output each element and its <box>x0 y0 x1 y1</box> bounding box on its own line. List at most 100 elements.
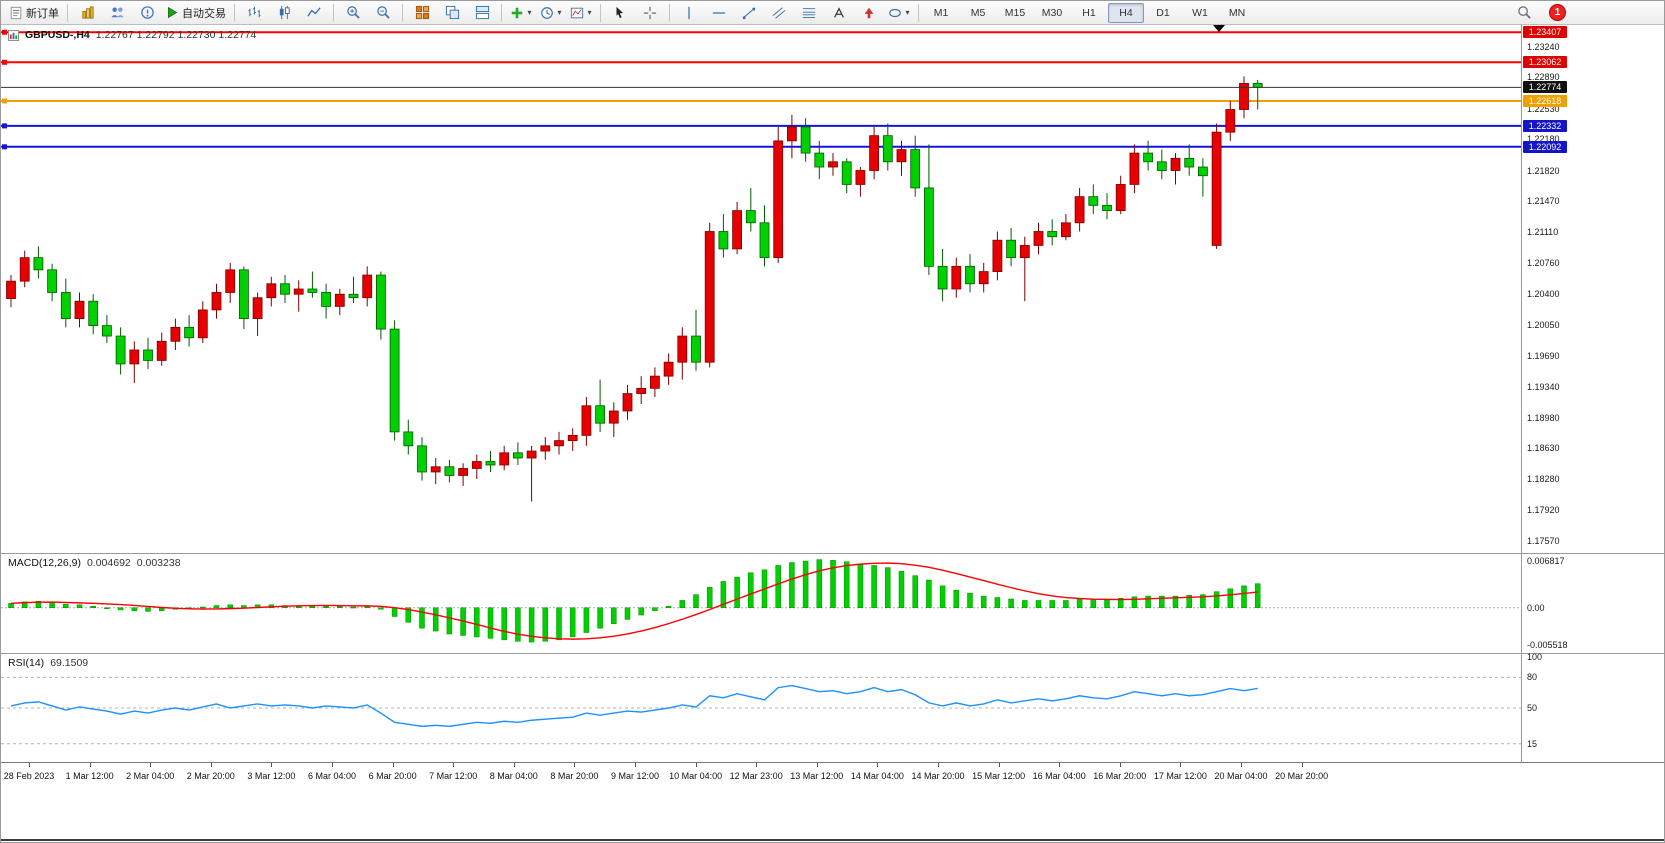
chevron-down-icon: ▾ <box>905 7 910 17</box>
zoom-in-button[interactable] <box>338 2 368 24</box>
notification-badge[interactable]: 1 <box>1549 4 1566 21</box>
templates-icon <box>571 7 584 18</box>
time-axis-label: 14 Mar 04:00 <box>850 771 904 781</box>
rsi-label: RSI(14) 69.1509 <box>8 657 88 669</box>
macd-panel[interactable] <box>1 554 1521 652</box>
new-order-label: 新订单 <box>26 7 59 20</box>
data-window-button[interactable] <box>132 2 162 24</box>
timeframe-button-M1[interactable]: M1 <box>933 6 949 19</box>
autotrading-button[interactable]: 自动交易 <box>162 2 230 24</box>
search-icon <box>1517 6 1531 19</box>
panel-separator[interactable] <box>1 653 1664 654</box>
timeframe-button-M5[interactable]: M5 <box>970 6 986 19</box>
price-chart-panel[interactable] <box>1 25 1521 553</box>
time-axis-label: 9 Mar 12:00 <box>610 771 660 781</box>
timeframe-button-W1[interactable]: W1 <box>1192 6 1208 19</box>
price-tick-label: 1.18630 <box>1527 443 1560 454</box>
hline-handle[interactable] <box>2 144 7 150</box>
time-tick <box>877 763 879 767</box>
arrange-windows-button[interactable] <box>467 2 497 24</box>
hline-handle[interactable] <box>2 29 7 35</box>
price-tick-label: 1.20760 <box>1527 257 1560 268</box>
bar-chart-button[interactable] <box>239 2 269 24</box>
shapes-button[interactable]: ▾ <box>884 2 914 24</box>
timeframe-button-H4[interactable]: H4 <box>1108 2 1144 23</box>
hline-handle[interactable] <box>2 123 7 129</box>
shapes-ellipse-icon <box>889 8 902 17</box>
time-tick <box>453 763 455 767</box>
price-tick-label: 1.21110 <box>1527 227 1559 238</box>
price-tag-1.23407: 1.23407 <box>1523 26 1567 39</box>
vertical-line-button[interactable] <box>674 2 704 24</box>
time-axis-line <box>1 762 1664 763</box>
time-axis-label: 7 Mar 12:00 <box>429 771 478 781</box>
rsi-panel[interactable] <box>1 654 1521 762</box>
cursor-button[interactable] <box>605 2 635 24</box>
new-chart-button[interactable] <box>72 2 102 24</box>
price-tick-label: 1.21820 <box>1527 165 1560 176</box>
price-tick-label: 1.22890 <box>1527 72 1560 83</box>
macd-name: MACD(12,26,9) <box>8 557 81 569</box>
tile-windows-icon <box>415 5 429 20</box>
time-tick <box>756 763 758 767</box>
text-icon <box>834 6 844 18</box>
price-tag-1.22092: 1.22092 <box>1523 140 1567 153</box>
search-button[interactable] <box>1509 2 1539 24</box>
fibonacci-button[interactable] <box>794 2 824 24</box>
crosshair-button[interactable] <box>635 2 665 24</box>
timeframe-button-D1[interactable]: D1 <box>1156 6 1170 19</box>
candlestick-chart-button[interactable] <box>269 2 299 24</box>
macd-value-main: 0.004692 <box>86 557 131 569</box>
time-tick <box>695 763 697 767</box>
time-tick <box>1301 763 1303 767</box>
time-tick <box>1119 763 1121 767</box>
candles-series <box>6 76 1263 502</box>
cascade-windows-button[interactable] <box>437 2 467 24</box>
zoom-out-button[interactable] <box>368 2 398 24</box>
new-order-button[interactable]: 新订单 <box>5 2 63 24</box>
timeframe-button-MN[interactable]: MN <box>1228 6 1246 19</box>
macd-signal-line <box>10 562 1258 640</box>
price-tick-label: 1.20400 <box>1527 289 1560 300</box>
macd-chart <box>1 559 1521 643</box>
horizontal-line-button[interactable] <box>704 2 734 24</box>
time-axis-label: 16 Mar 04:00 <box>1032 771 1086 781</box>
arrow-label-button[interactable] <box>854 2 884 24</box>
templates-button[interactable]: ▾ <box>566 2 596 24</box>
panel-separator[interactable] <box>1 553 1664 554</box>
price-axis-separator <box>1521 25 1522 763</box>
tile-windows-button[interactable] <box>407 2 437 24</box>
chart-title: GBPUSD-,H4 1.22767 1.22792 1.22730 1.227… <box>8 29 256 41</box>
periods-button[interactable]: ▾ <box>536 2 566 24</box>
candlestick-chart[interactable] <box>1 25 1521 553</box>
macd-value-signal: 0.003238 <box>136 557 181 569</box>
profiles-button[interactable] <box>102 2 132 24</box>
hline-handle[interactable] <box>2 98 7 104</box>
cascade-windows-icon <box>445 5 459 20</box>
toolbar-separator <box>67 3 68 22</box>
time-axis-label: 2 Mar 20:00 <box>186 771 235 781</box>
timeframe-button-H1[interactable]: H1 <box>1082 6 1096 19</box>
channel-button[interactable] <box>764 2 794 24</box>
hline-handle[interactable] <box>2 59 7 65</box>
add-indicator-button[interactable]: ▾ <box>506 2 536 24</box>
price-tick-label: 1.23240 <box>1527 41 1560 52</box>
timeframe-button-M30[interactable]: M30 <box>1041 6 1063 19</box>
toolbar-separator <box>600 3 601 22</box>
line-chart-button[interactable] <box>299 2 329 24</box>
time-axis-label: 10 Mar 04:00 <box>669 771 723 781</box>
trendline-button[interactable] <box>734 2 764 24</box>
chart-shift-marker[interactable] <box>1213 25 1225 32</box>
vertical-line-icon <box>688 6 690 19</box>
autotrading-icon <box>168 6 178 19</box>
timeframe-button-M15[interactable]: M15 <box>1004 6 1026 19</box>
bar-chart-icon <box>247 6 261 18</box>
periods-clock-icon <box>541 6 554 19</box>
rsi-chart <box>1 676 1521 745</box>
ohlc-quote-label: 1.22767 1.22792 1.22730 1.22774 <box>95 29 257 41</box>
text-button[interactable] <box>824 2 854 24</box>
rsi-scale-80: 80 <box>1527 672 1538 683</box>
time-axis-label: 20 Mar 20:00 <box>1275 771 1329 781</box>
rsi-name: RSI(14) <box>8 657 45 669</box>
